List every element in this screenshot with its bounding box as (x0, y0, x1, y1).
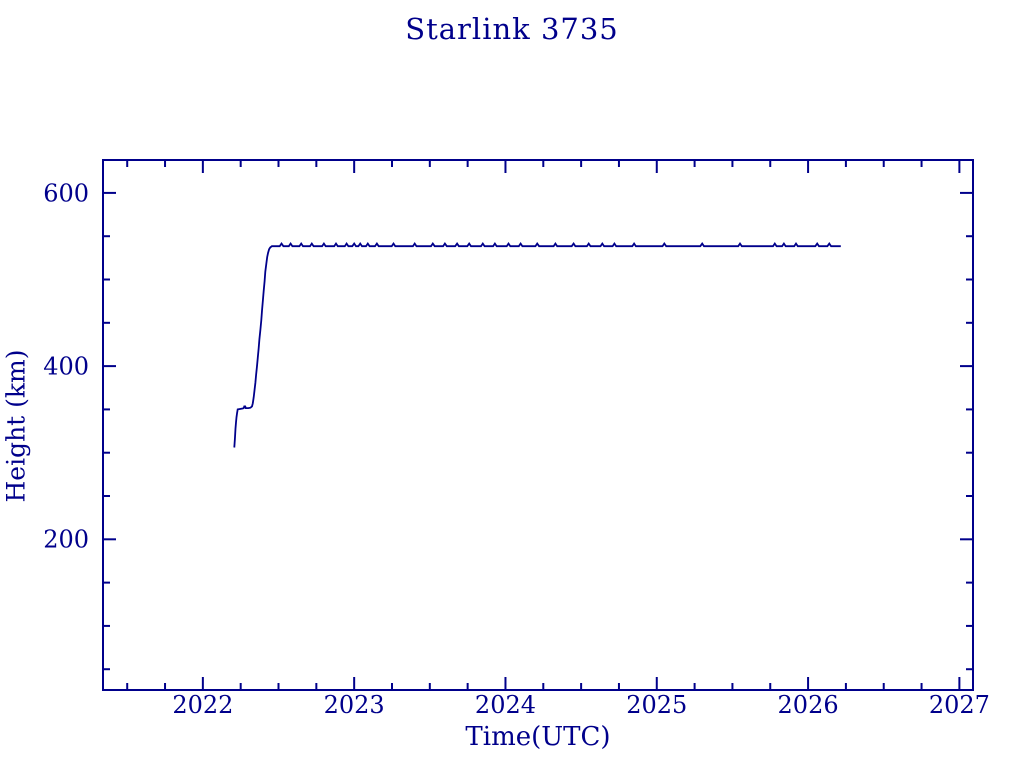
y-axis-label: Height (km) (1, 349, 31, 503)
x-tick-label: 2024 (475, 691, 536, 719)
plot-frame (102, 159, 974, 691)
x-axis-label: Time(UTC) (465, 722, 611, 752)
x-tick-label: 2022 (172, 691, 233, 719)
x-tick-label: 2026 (778, 691, 839, 719)
y-tick-label: 400 (43, 353, 89, 381)
x-tick-label: 2023 (324, 691, 385, 719)
chart-title: Starlink 3735 (405, 12, 619, 46)
x-tick-label: 2027 (929, 691, 990, 719)
y-tick-label: 600 (43, 179, 89, 207)
height-series-line (233, 242, 841, 448)
x-tick-label: 2025 (626, 691, 687, 719)
y-tick-label: 200 (43, 526, 89, 554)
